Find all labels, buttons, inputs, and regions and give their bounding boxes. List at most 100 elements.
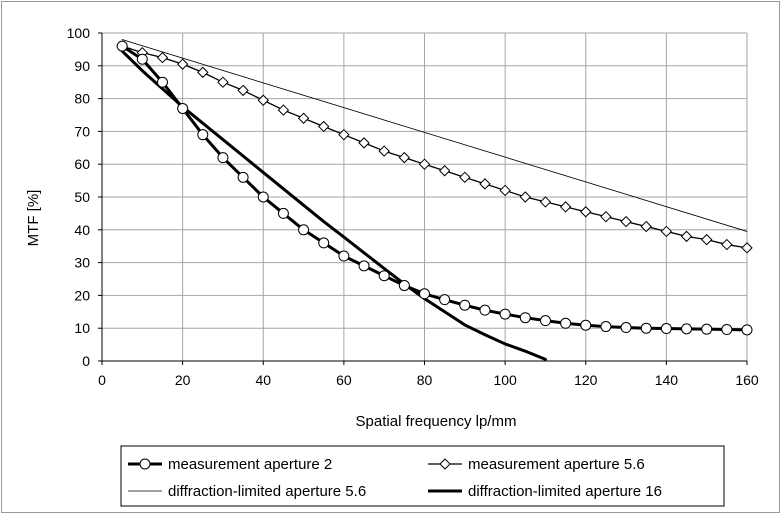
legend-label: measurement aperture 2: [168, 456, 332, 473]
x-tick-label: 40: [255, 372, 271, 388]
series-line: [121, 45, 748, 249]
y-tick-label: 80: [74, 91, 90, 107]
data-point: [398, 151, 411, 164]
data-point: [539, 315, 551, 327]
data-point: [660, 225, 673, 238]
series-measurement-aperture-5-6: [116, 40, 753, 254]
x-tick-label: 140: [655, 372, 679, 388]
data-point: [459, 299, 471, 311]
y-tick-label: 50: [74, 189, 90, 205]
data-point: [721, 238, 733, 251]
series: [116, 39, 753, 361]
data-point: [156, 51, 169, 64]
data-point: [338, 128, 350, 141]
data-point: [741, 242, 753, 254]
data-point: [358, 137, 370, 149]
x-tick-label: 20: [175, 372, 191, 388]
data-point: [197, 129, 209, 141]
data-point: [318, 120, 330, 133]
legend-label: measurement aperture 5.6: [468, 456, 645, 473]
x-tick-label: 80: [417, 372, 433, 388]
data-point: [519, 191, 531, 203]
axes: [98, 32, 748, 365]
data-point: [560, 317, 572, 329]
series-line: [121, 39, 748, 232]
legend-entry: measurement aperture 5.6: [428, 456, 645, 473]
y-tick-label: 0: [82, 353, 90, 369]
grid: [102, 32, 748, 361]
data-point: [237, 171, 249, 183]
data-point: [559, 201, 572, 213]
data-point: [217, 76, 229, 88]
data-point: [378, 270, 390, 282]
data-point: [419, 288, 430, 300]
data-point: [197, 66, 209, 79]
data-point: [237, 84, 249, 97]
data-point: [298, 224, 310, 236]
data-point: [640, 220, 652, 233]
data-point: [116, 40, 128, 52]
legend-marker: [439, 458, 451, 470]
data-point: [700, 233, 713, 246]
data-point: [177, 102, 189, 114]
data-point: [701, 323, 713, 335]
data-point: [277, 104, 290, 116]
data-point: [358, 260, 370, 272]
series-measurement-aperture-2: [116, 40, 753, 336]
y-tick-label: 20: [74, 287, 90, 303]
data-point: [257, 191, 269, 203]
data-point: [600, 210, 612, 223]
data-point: [620, 322, 632, 334]
y-tick-label: 90: [74, 58, 90, 74]
data-point: [257, 94, 269, 106]
x-tick-label: 120: [574, 372, 598, 388]
data-point: [438, 165, 451, 177]
data-point: [600, 321, 612, 333]
data-point: [479, 178, 491, 190]
series-diffraction-limited-aperture-16: [120, 49, 547, 361]
data-point: [398, 280, 410, 292]
data-point: [519, 312, 531, 324]
y-tick-label: 100: [67, 25, 91, 41]
data-point: [459, 171, 471, 184]
data-point: [418, 158, 431, 170]
data-point: [680, 230, 693, 243]
data-point: [338, 250, 350, 262]
legend-box: [120, 445, 725, 507]
y-tick-label: 10: [74, 320, 90, 336]
data-point: [681, 323, 693, 335]
data-point: [217, 152, 229, 164]
x-tick-label: 100: [493, 372, 517, 388]
x-tick-label: 60: [336, 372, 352, 388]
legend-entry: measurement aperture 2: [128, 456, 332, 473]
y-tick-label: 30: [74, 255, 90, 271]
legend-entry: diffraction-limited aperture 16: [428, 483, 662, 500]
data-point: [721, 324, 733, 336]
legend-label: diffraction-limited aperture 16: [468, 483, 662, 500]
data-point: [580, 206, 592, 218]
x-axis-label: Spatial frequency lp/mm: [356, 413, 517, 430]
data-point: [660, 323, 672, 335]
y-tick-label: 60: [74, 156, 90, 172]
data-point: [318, 237, 330, 249]
data-point: [499, 184, 511, 197]
data-point: [439, 294, 451, 306]
y-axis-label: MTF [%]: [25, 190, 42, 247]
data-point: [620, 215, 632, 228]
data-point: [378, 145, 390, 157]
data-point: [640, 322, 652, 334]
data-point: [156, 76, 168, 88]
x-tick-label: 0: [98, 372, 106, 388]
data-point: [499, 308, 511, 320]
series-line: [120, 49, 547, 361]
y-tick-label: 70: [74, 123, 90, 139]
data-point: [136, 53, 148, 65]
legend: measurement aperture 2 measurement apertu…: [120, 445, 725, 507]
x-tick-label: 160: [735, 372, 759, 388]
series-diffraction-limited-aperture-5-6: [121, 39, 748, 232]
data-point: [277, 207, 289, 219]
y-tick-label: 40: [74, 222, 90, 238]
series-line: [120, 44, 749, 332]
